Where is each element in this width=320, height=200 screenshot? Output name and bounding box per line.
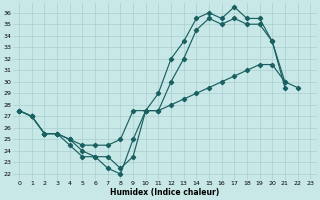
X-axis label: Humidex (Indice chaleur): Humidex (Indice chaleur): [110, 188, 219, 197]
